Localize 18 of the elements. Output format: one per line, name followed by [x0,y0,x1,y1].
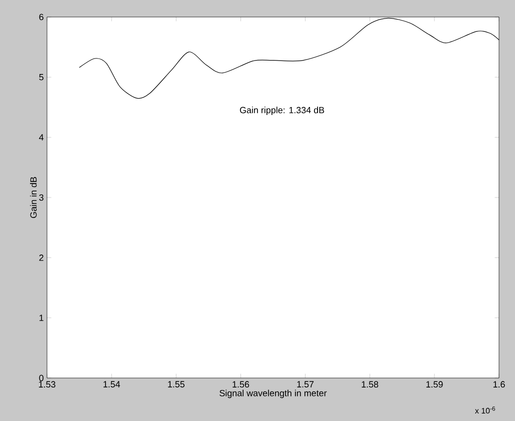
y-tick-label: 0 [39,374,44,382]
x-tick-label: 1.58 [362,381,378,388]
y-tick-label: 1 [40,314,44,321]
x-tick-label: 1.54 [104,381,120,388]
y-axis-title: Gain in dB [30,177,37,218]
x-tick-label: 1.56 [232,381,250,388]
x-tick-label: 1.55 [168,381,184,388]
x-axis-title: Signal wavelength in meter [220,390,327,398]
y-tick-label: 3 [39,194,44,201]
x-tick-label: 1.57 [297,381,314,388]
y-tick-label: 6 [39,14,44,20]
y-tick-label: 2 [39,254,44,261]
x-tick-label: 1.59 [426,381,443,388]
y-tick-label: 5 [39,74,44,80]
y-tick-label: 4 [39,134,44,140]
x-tick-label: 1.53 [38,381,56,388]
annotation: Gain ripple: 1.334 dB [240,106,324,116]
x-tick-label: 1.6 [493,381,505,388]
